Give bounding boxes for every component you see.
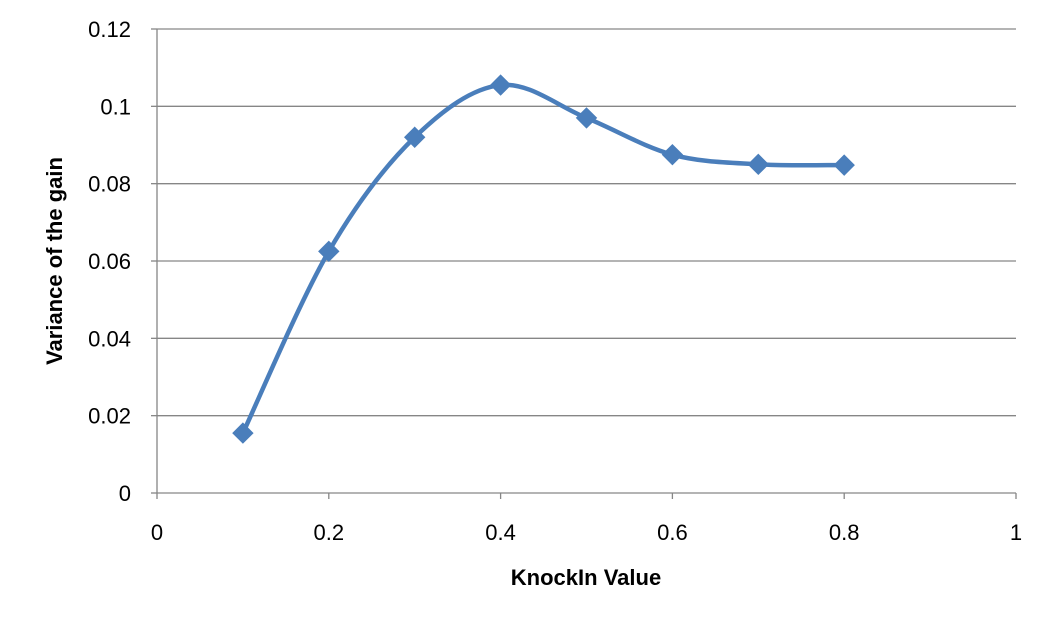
y-axis-title: Variance of the gain — [42, 157, 67, 365]
data-point-marker — [833, 154, 855, 176]
y-tick-label: 0.08 — [88, 172, 131, 197]
y-tick-label: 0.1 — [100, 94, 131, 119]
data-point-marker — [661, 143, 684, 166]
x-axis-title: KnockIn Value — [511, 565, 661, 590]
data-point-marker — [489, 74, 512, 96]
data-point-marker — [232, 422, 254, 444]
y-tick-label: 0.02 — [88, 404, 131, 429]
y-tick-label: 0.12 — [88, 17, 131, 42]
y-tick-label: 0.04 — [88, 326, 131, 351]
tick-labels: 0 0.02 0.04 0.06 0.08 0.1 0.12 0 0.2 0.4 0.6 0.8 1 — [88, 17, 1022, 545]
data-point-marker — [403, 126, 426, 148]
series-line — [240, 82, 847, 436]
x-tick-label: 0.8 — [829, 520, 860, 545]
data-point-marker — [575, 107, 598, 129]
y-tick-label: 0 — [119, 481, 131, 506]
x-tick-label: 0.4 — [485, 520, 516, 545]
x-tick-label: 0.6 — [657, 520, 688, 545]
x-tick-label: 1 — [1010, 520, 1022, 545]
x-tick-label: 0 — [151, 520, 163, 545]
axes — [151, 28, 1017, 499]
data-point-marker — [318, 240, 340, 263]
gridlines — [157, 28, 1016, 417]
y-tick-label: 0.06 — [88, 249, 131, 274]
series — [232, 74, 855, 444]
x-tick-label: 0.2 — [314, 520, 345, 545]
data-point-marker — [747, 153, 770, 176]
